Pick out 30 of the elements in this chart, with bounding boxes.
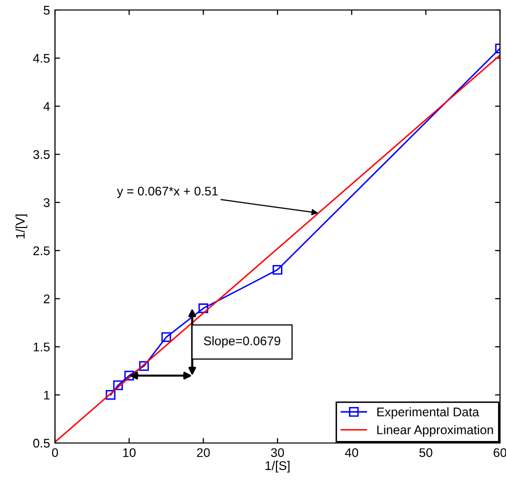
y-tick-label: 1 xyxy=(44,390,50,400)
y-tick-label: 4.5 xyxy=(33,54,50,63)
y-axis-title: 1/[V] xyxy=(16,214,28,238)
point xyxy=(272,264,282,275)
point xyxy=(198,303,208,314)
y-tick-label: 2.5 xyxy=(33,246,50,256)
x-tick-label: 30 xyxy=(271,448,284,458)
x-tick-label: 10 xyxy=(123,448,136,458)
point xyxy=(161,332,172,342)
x-axis-title: 1/[S] xyxy=(266,460,290,473)
x-tick-label: 60 xyxy=(494,448,506,458)
y-tick-label: 5 xyxy=(44,6,50,15)
y-tick-label: 4 xyxy=(43,102,50,111)
y-tick-label: 1.5 xyxy=(34,342,50,352)
point xyxy=(139,361,149,371)
y-tick-label: 2 xyxy=(44,294,50,304)
point xyxy=(113,380,123,390)
x-tick-label: 40 xyxy=(345,448,358,458)
y-tick-label: 3.5 xyxy=(33,150,50,159)
point xyxy=(124,370,134,381)
annotation: Slope=0.0679 xyxy=(204,336,280,348)
x-tick-label: 0 xyxy=(52,448,58,458)
x-tick-label: 50 xyxy=(419,448,432,458)
point xyxy=(106,390,116,400)
annotation: y = 0.067*x + 0.51 xyxy=(116,186,218,198)
y-tick-label: 3 xyxy=(44,198,50,208)
x-tick-label: 20 xyxy=(197,448,210,458)
legend-label: Linear Approximation xyxy=(377,425,493,437)
legend-label: Experimental Data xyxy=(377,407,480,419)
y-tick-label: 0.5 xyxy=(33,438,50,448)
